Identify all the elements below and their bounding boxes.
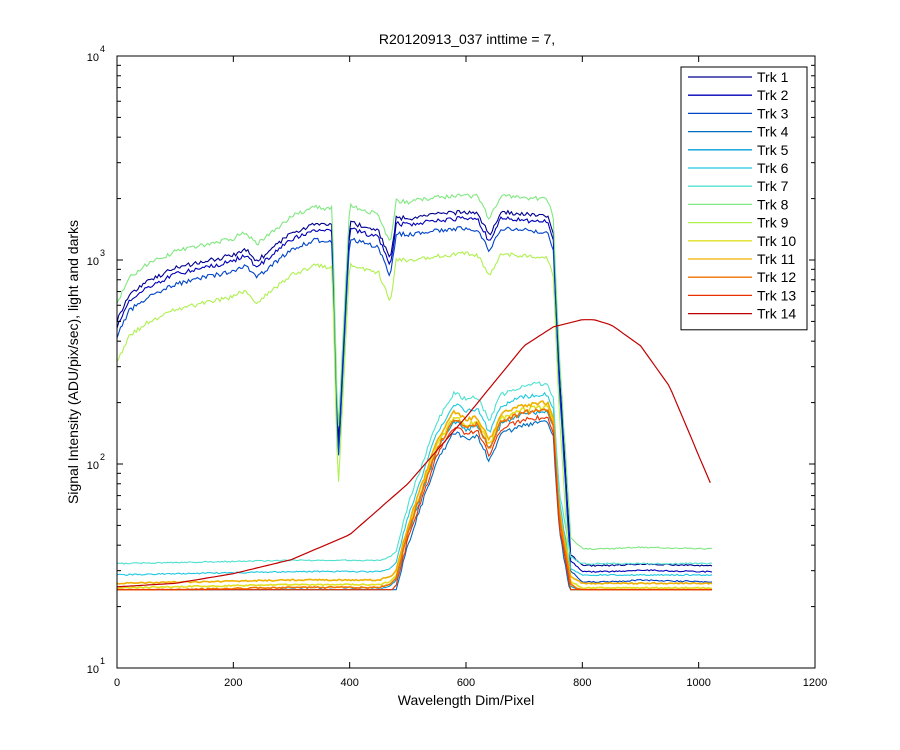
legend-label: Trk 6 bbox=[757, 160, 789, 176]
series-line-trk-11 bbox=[116, 400, 713, 585]
x-tick-label: 800 bbox=[573, 677, 591, 689]
legend-label: Trk 13 bbox=[757, 287, 796, 303]
y-tick-exponent: 2 bbox=[100, 452, 105, 462]
legend-label: Trk 4 bbox=[757, 124, 789, 140]
series-line-trk-6 bbox=[116, 391, 713, 577]
y-tick-label: 10 bbox=[87, 52, 99, 64]
y-tick-exponent: 4 bbox=[100, 44, 105, 54]
legend-label: Trk 3 bbox=[757, 105, 789, 121]
y-tick-label: 10 bbox=[87, 460, 99, 472]
legend-label: Trk 11 bbox=[757, 251, 795, 267]
legend-label: Trk 9 bbox=[757, 215, 789, 231]
series-line-trk-14 bbox=[116, 319, 711, 588]
y-tick-label: 10 bbox=[87, 664, 99, 676]
chart-title: R20120913_037 inttime = 7, bbox=[379, 31, 555, 47]
legend-label: Trk 5 bbox=[757, 142, 789, 158]
legend-label: Trk 2 bbox=[757, 87, 789, 103]
y-tick-exponent: 1 bbox=[100, 656, 105, 666]
x-tick-label: 1200 bbox=[803, 677, 827, 689]
x-tick-label: 400 bbox=[340, 677, 358, 689]
legend-label: Trk 12 bbox=[757, 269, 796, 285]
series-line-trk-7 bbox=[116, 381, 713, 565]
legend: Trk 1 Trk 2 Trk 3 Trk 4 Trk 5 Trk 6 Trk 7 Trk 8… bbox=[680, 66, 808, 331]
legend-label: Trk 10 bbox=[757, 233, 796, 249]
series-layer bbox=[116, 193, 713, 591]
legend-box bbox=[680, 66, 808, 331]
series-line-trk-8 bbox=[116, 193, 713, 550]
series-line-trk-2 bbox=[116, 216, 713, 573]
legend-label: Trk 7 bbox=[757, 178, 789, 194]
x-tick-label: 200 bbox=[224, 677, 242, 689]
series-line-trk-13 bbox=[117, 414, 712, 591]
series-line-trk-1 bbox=[116, 209, 713, 567]
series-line-trk-3 bbox=[116, 226, 713, 583]
x-tick-label: 0 bbox=[114, 677, 120, 689]
y-tick-exponent: 3 bbox=[100, 248, 105, 258]
x-tick-label: 600 bbox=[457, 677, 475, 689]
x-tick-label: 1000 bbox=[686, 677, 710, 689]
y-axis-label: Signal Intensity (ADU/pix/sec), light an… bbox=[65, 220, 81, 504]
y-tick-label: 10 bbox=[87, 256, 99, 268]
legend-label: Trk 8 bbox=[757, 196, 789, 212]
legend-label: Trk 14 bbox=[757, 306, 796, 322]
legend-label: Trk 1 bbox=[757, 69, 789, 85]
x-axis-label: Wavelength Dim/Pixel bbox=[398, 692, 534, 708]
